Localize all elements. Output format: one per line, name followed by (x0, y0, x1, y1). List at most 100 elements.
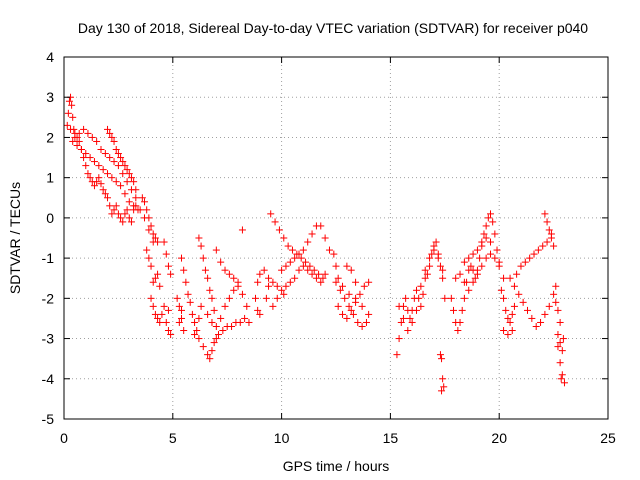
data-point (88, 133, 96, 141)
data-point (127, 174, 135, 182)
data-point (441, 294, 449, 302)
data-point (104, 170, 112, 178)
data-point (230, 286, 238, 294)
data-point (167, 270, 175, 278)
data-point (245, 318, 253, 326)
data-point (332, 262, 340, 270)
data-point (151, 310, 159, 318)
data-point (204, 310, 212, 318)
data-point (554, 306, 562, 314)
data-point (491, 254, 499, 262)
data-point (164, 306, 172, 314)
data-point (221, 266, 229, 274)
data-point (304, 266, 312, 274)
data-point (160, 238, 168, 246)
data-point (108, 210, 116, 218)
data-point (212, 246, 220, 254)
y-tick-label: -4 (42, 371, 55, 387)
data-point (356, 290, 364, 298)
data-point (482, 254, 490, 262)
data-point (201, 266, 209, 274)
y-tick-label: -5 (42, 411, 55, 427)
data-point (506, 274, 514, 282)
data-point (440, 383, 448, 391)
data-point (438, 355, 446, 363)
data-point (175, 318, 183, 326)
data-point (508, 310, 516, 318)
data-point (206, 286, 214, 294)
data-point (495, 258, 503, 266)
data-point (167, 331, 175, 339)
x-tick-label: 5 (169, 430, 177, 446)
data-point (158, 310, 166, 318)
data-point (138, 194, 146, 202)
data-point (67, 125, 75, 133)
data-point (121, 162, 129, 170)
data-point (86, 154, 94, 162)
data-point (460, 294, 468, 302)
data-point (521, 258, 529, 266)
data-point (175, 302, 183, 310)
data-point (465, 286, 473, 294)
data-point (417, 282, 425, 290)
data-point (238, 290, 246, 298)
data-point (358, 322, 366, 330)
data-point (482, 234, 490, 242)
data-point (393, 351, 401, 359)
data-point (295, 250, 303, 258)
data-point (132, 186, 140, 194)
data-point (68, 101, 76, 109)
data-point (180, 266, 188, 274)
data-point (310, 266, 318, 274)
data-point (321, 234, 329, 242)
data-point (230, 274, 238, 282)
data-point (236, 318, 244, 326)
data-point (473, 246, 481, 254)
data-point (260, 266, 268, 274)
x-tick-label: 20 (491, 430, 507, 446)
data-point (510, 282, 518, 290)
y-tick-label: 4 (46, 49, 54, 65)
data-point (402, 294, 410, 302)
data-point (154, 238, 162, 246)
data-point (460, 258, 468, 266)
data-point (334, 274, 342, 282)
data-point (550, 242, 558, 250)
x-axis-label: GPS time / hours (283, 458, 390, 474)
data-point (508, 327, 516, 335)
data-point (421, 274, 429, 282)
data-point (354, 318, 362, 326)
data-point (225, 270, 233, 278)
data-point (500, 274, 508, 282)
data-point (308, 270, 316, 278)
data-point (114, 150, 122, 158)
data-point (90, 158, 98, 166)
data-point (217, 314, 225, 322)
data-point (90, 182, 98, 190)
data-point (421, 266, 429, 274)
data-point (164, 327, 172, 335)
data-point (65, 97, 73, 105)
data-point (486, 250, 494, 258)
x-tick-label: 25 (600, 430, 616, 446)
data-point (282, 282, 290, 290)
x-tick-label: 15 (383, 430, 399, 446)
data-point (306, 262, 314, 270)
data-point (493, 246, 501, 254)
data-point (513, 270, 521, 278)
data-point (97, 180, 105, 188)
data-point (123, 206, 131, 214)
data-point (212, 322, 220, 330)
data-point (149, 230, 157, 238)
data-point (486, 238, 494, 246)
data-point (256, 270, 264, 278)
data-point (341, 294, 349, 302)
data-point (413, 286, 421, 294)
y-tick-label: -3 (42, 331, 55, 347)
data-point (243, 302, 251, 310)
data-point (362, 318, 370, 326)
data-point (93, 137, 101, 145)
data-point (95, 174, 103, 182)
data-point (345, 302, 353, 310)
data-point (251, 294, 259, 302)
